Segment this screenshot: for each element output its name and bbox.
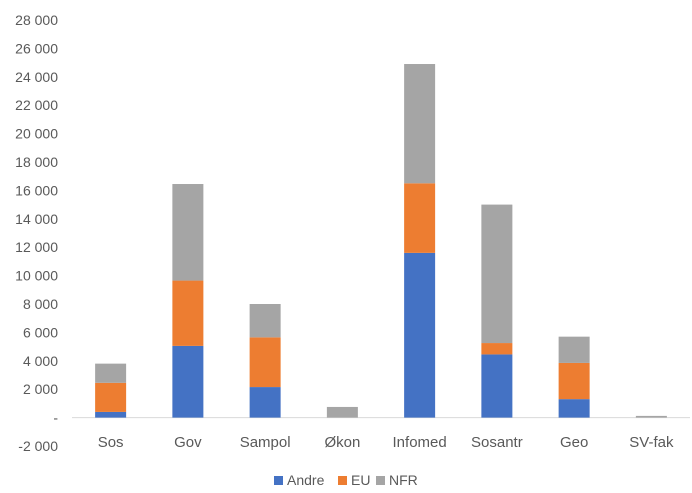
- legend-swatch: [338, 476, 347, 485]
- y-tick-label: 20 000: [15, 126, 58, 142]
- bar-segment-nfr: [326, 406, 358, 418]
- bar-segment-nfr: [635, 415, 667, 418]
- y-tick-label: 6 000: [23, 324, 58, 340]
- bar-segment-nfr: [558, 336, 590, 363]
- y-tick-label: 26 000: [15, 40, 58, 56]
- bar-segment-andre: [95, 411, 127, 418]
- bar-segment-eu: [404, 183, 436, 253]
- y-tick-label: 4 000: [23, 353, 58, 369]
- bar-segment-eu: [481, 343, 513, 355]
- x-tick-label: Sampol: [240, 434, 291, 451]
- bar-segment-nfr: [404, 64, 436, 184]
- bars-group: [95, 64, 667, 418]
- y-tick-label: -: [53, 410, 58, 426]
- legend-swatch: [376, 476, 385, 485]
- bar-segment-eu: [95, 382, 127, 412]
- x-tick-label: Økon: [324, 434, 360, 451]
- x-tick-label: Geo: [560, 434, 588, 451]
- y-tick-label: 18 000: [15, 154, 58, 170]
- y-tick-label: 28 000: [15, 12, 58, 28]
- legend-label: NFR: [389, 472, 418, 488]
- y-tick-label: 2 000: [23, 381, 58, 397]
- x-tick-label: Sos: [98, 434, 124, 451]
- bar-segment-eu: [558, 362, 590, 400]
- x-tick-label: Infomed: [393, 434, 447, 451]
- x-tick-label: SV-fak: [629, 434, 674, 451]
- x-tick-label: Sosantr: [471, 434, 523, 451]
- y-tick-label: 14 000: [15, 211, 58, 227]
- y-tick-label: 22 000: [15, 97, 58, 113]
- y-tick-label: 10 000: [15, 268, 58, 284]
- bar-segment-andre: [404, 252, 436, 418]
- y-tick-label: 8 000: [23, 296, 58, 312]
- y-tick-label: 12 000: [15, 239, 58, 255]
- y-tick-label: -2 000: [18, 438, 58, 454]
- bar-segment-nfr: [481, 204, 513, 344]
- y-tick-label: 16 000: [15, 182, 58, 198]
- bar-segment-eu: [172, 280, 204, 346]
- legend-swatch: [274, 476, 283, 485]
- x-axis: Sos Gov Sampol Økon Infomed Sosantr Geo SV-fak: [72, 417, 690, 451]
- bar-segment-nfr: [249, 304, 281, 338]
- bar-segment-eu: [249, 337, 281, 388]
- y-tick-label: 24 000: [15, 69, 58, 85]
- bar-segment-nfr: [172, 184, 204, 281]
- legend-label: EU: [351, 472, 370, 488]
- bar-segment-andre: [481, 354, 513, 418]
- x-tick-label: Gov: [174, 434, 202, 451]
- legend-label: Andre: [287, 472, 325, 488]
- bar-segment-andre: [558, 399, 590, 418]
- bar-segment-nfr: [95, 363, 127, 383]
- legend: Andre EU NFR: [274, 472, 418, 488]
- bar-segment-andre: [172, 345, 204, 418]
- bar-segment-andre: [249, 387, 281, 418]
